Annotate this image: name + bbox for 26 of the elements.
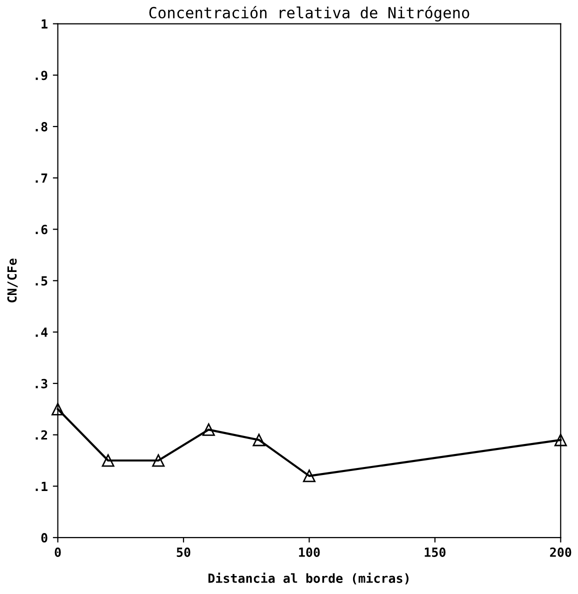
point xyxy=(252,434,266,446)
y-tick-label: 1 xyxy=(42,19,48,29)
y-tick-label: .1 xyxy=(36,482,48,491)
y-tick-label: .7 xyxy=(36,174,48,183)
y-tick-label: 0 xyxy=(41,533,48,542)
x-tick-label: 100 xyxy=(299,548,320,557)
point xyxy=(202,423,215,436)
y-tick-label: .6 xyxy=(36,224,48,234)
chart-title: Concentración relativa de Nitrógeno xyxy=(149,6,470,22)
y-tick-label: .4 xyxy=(36,328,48,337)
x-tick-label: 150 xyxy=(424,548,446,557)
point xyxy=(554,434,567,446)
x-tick-label: 200 xyxy=(550,548,572,557)
point xyxy=(302,470,316,482)
y-tick-label: .8 xyxy=(36,122,48,132)
y-tick-label: .9 xyxy=(36,70,48,80)
point xyxy=(52,402,64,416)
x-tick-label: 0 xyxy=(54,548,61,557)
x-axis-title: Distancia al borde (micras) xyxy=(208,572,408,584)
x-tick-label: 50 xyxy=(176,548,190,557)
y-tick-label: .5 xyxy=(36,276,48,286)
y-tick-label: .3 xyxy=(36,378,48,388)
point xyxy=(102,454,114,467)
y-axis-title: CN/CFe xyxy=(7,258,18,302)
y-tick-label: .2 xyxy=(36,430,48,440)
point xyxy=(152,454,165,467)
